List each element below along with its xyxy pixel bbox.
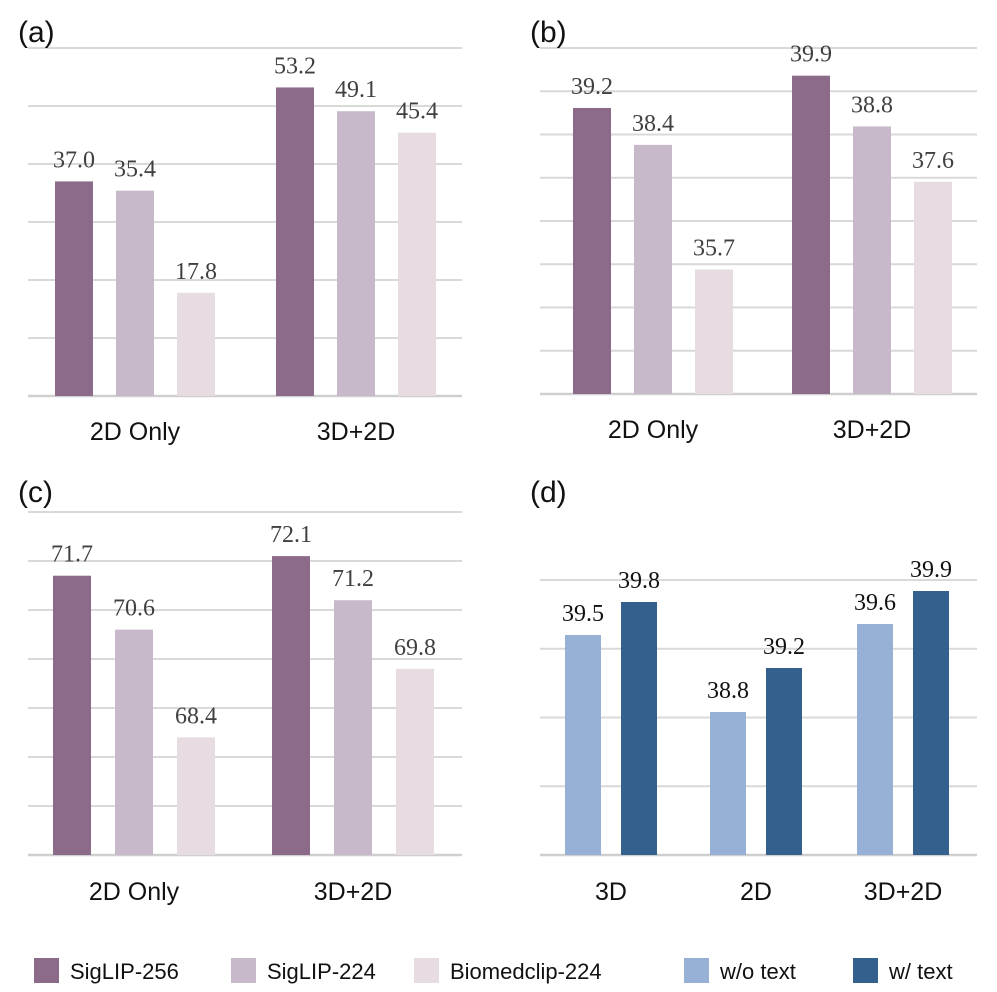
bar-w-o-text-3d <box>565 635 601 855</box>
data-label: 39.6 <box>854 590 896 616</box>
panel-d: (d) 39.5 39.8 3D 38.8 39.2 2D 39.6 39.9 3D+2D <box>530 476 977 906</box>
panel-label: (b) <box>530 16 567 49</box>
data-label: 69.8 <box>394 635 436 661</box>
panel-label: (a) <box>18 16 55 49</box>
bar-biomedclip-224-3d-2d <box>396 668 434 855</box>
bar-w-text-2d <box>766 668 802 855</box>
data-label: 39.5 <box>562 601 604 627</box>
data-label: 53.2 <box>274 53 316 79</box>
bar-w-o-text-2d <box>710 712 746 855</box>
legend-swatch <box>684 958 709 983</box>
data-label: 38.4 <box>632 111 674 137</box>
data-label: 39.9 <box>790 42 832 68</box>
data-label: 71.2 <box>332 566 374 592</box>
bar-biomedclip-224-3d-2d <box>914 181 952 394</box>
x-tick-label: 2D <box>740 878 772 906</box>
legend-swatch <box>853 958 878 983</box>
x-tick-label: 3D+2D <box>864 878 943 906</box>
bar-siglip-224-3d-2d <box>334 600 372 855</box>
bar-biomedclip-224-3d-2d <box>398 132 436 396</box>
data-label: 38.8 <box>851 92 893 118</box>
bar-siglip-256-3d-2d <box>272 556 310 855</box>
data-label: 38.8 <box>707 678 749 704</box>
panel-c: (c) 71.7 70.6 68.4 2D Only 72.1 71.2 69.8 3D+2D <box>18 476 462 906</box>
bar-siglip-224-2d-only <box>116 190 154 396</box>
data-label: 39.2 <box>763 634 805 660</box>
data-label: 17.8 <box>175 259 217 285</box>
data-label: 39.8 <box>618 568 660 594</box>
legend-swatch <box>231 958 256 983</box>
data-label: 35.7 <box>693 235 735 261</box>
x-tick-label: 2D Only <box>608 416 699 444</box>
data-label: 68.4 <box>175 703 217 729</box>
x-tick-label: 3D+2D <box>317 418 396 446</box>
data-label: 37.6 <box>912 148 954 174</box>
legend-label: SigLIP-224 <box>267 959 376 984</box>
data-label: 39.2 <box>571 74 613 100</box>
bar-siglip-256-2d-only <box>53 575 91 855</box>
bar-biomedclip-224-2d-only <box>695 269 733 394</box>
data-label: 49.1 <box>335 77 377 103</box>
bar-siglip-224-2d-only <box>115 629 153 855</box>
bar-siglip-256-3d-2d <box>792 75 830 395</box>
bar-siglip-256-2d-only <box>55 181 93 396</box>
data-label: 70.6 <box>113 596 155 622</box>
x-tick-label: 2D Only <box>89 878 180 906</box>
x-tick-label: 2D Only <box>90 418 181 446</box>
bar-siglip-224-3d-2d <box>853 126 891 394</box>
panel-a: (a) 37.0 35.4 17.8 2D Only 53.2 49.1 45.4 3D+2D <box>18 16 462 446</box>
data-label: 35.4 <box>114 157 156 183</box>
legend-label: w/ text <box>888 959 953 984</box>
bar-siglip-224-2d-only <box>634 144 672 394</box>
legend: SigLIP-256 SigLIP-224 Biomedclip-224 w/o te… <box>34 958 953 984</box>
legend-label: Biomedclip-224 <box>450 959 602 984</box>
bar-siglip-224-3d-2d <box>337 111 375 396</box>
data-label: 37.0 <box>53 147 95 173</box>
bar-w-text-3d <box>621 602 657 855</box>
x-tick-label: 3D+2D <box>833 416 912 444</box>
bar-w-text-3d-2d <box>913 591 949 855</box>
x-tick-label: 3D <box>595 878 627 906</box>
legend-swatch <box>34 958 59 983</box>
bar-siglip-256-3d-2d <box>276 87 314 396</box>
bar-biomedclip-224-2d-only <box>177 737 215 855</box>
data-label: 45.4 <box>396 99 438 125</box>
legend-label: w/o text <box>719 959 796 984</box>
legend-swatch <box>414 958 439 983</box>
data-label: 39.9 <box>910 557 952 583</box>
data-label: 71.7 <box>51 542 93 568</box>
bar-biomedclip-224-2d-only <box>177 292 215 396</box>
bar-w-o-text-3d-2d <box>857 624 893 855</box>
data-label: 72.1 <box>270 522 312 548</box>
bar-siglip-256-2d-only <box>573 107 611 395</box>
x-tick-label: 3D+2D <box>314 878 393 906</box>
panel-b: (b)39.2 38.4 35.7 2D Only 39.9 38.8 37.6 3D+2D <box>530 16 977 444</box>
panel-label: (c) <box>18 476 53 509</box>
legend-label: SigLIP-256 <box>70 959 179 984</box>
panel-label: (d) <box>530 476 567 509</box>
